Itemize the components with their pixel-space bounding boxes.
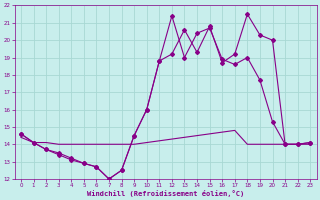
X-axis label: Windchill (Refroidissement éolien,°C): Windchill (Refroidissement éolien,°C) [87,190,244,197]
